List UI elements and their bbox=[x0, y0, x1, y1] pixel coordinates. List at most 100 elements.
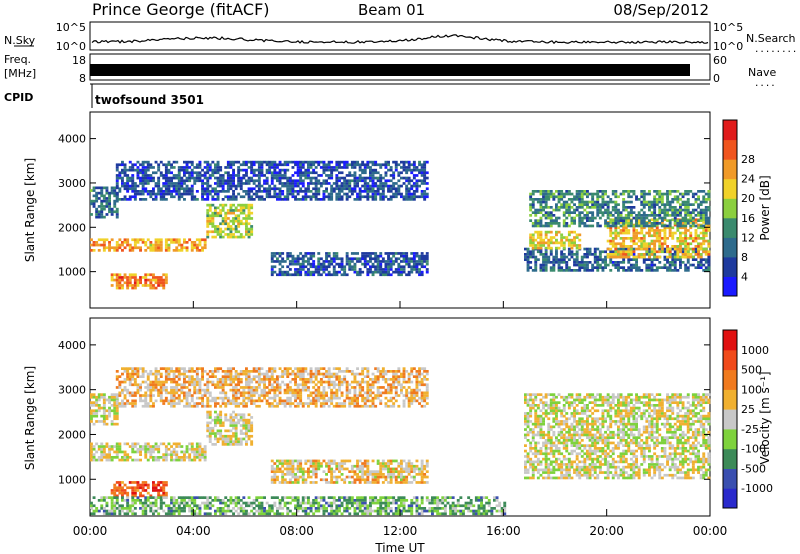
power-cell bbox=[707, 216, 711, 220]
power-cell bbox=[418, 262, 421, 266]
power-cell bbox=[307, 270, 310, 274]
power-cell bbox=[276, 198, 279, 201]
power-cell bbox=[152, 276, 155, 279]
power-cell bbox=[609, 255, 613, 259]
power-colorbar-tick: 8 bbox=[741, 251, 748, 264]
power-cell bbox=[144, 166, 148, 169]
velocity-cell bbox=[332, 394, 336, 397]
power-cell bbox=[177, 249, 181, 252]
power-cell bbox=[689, 190, 693, 193]
velocity-cell bbox=[296, 375, 300, 378]
power-cell bbox=[601, 211, 605, 214]
velocity-cell bbox=[144, 370, 148, 373]
power-cell bbox=[108, 194, 111, 198]
power-cell bbox=[250, 168, 254, 172]
power-cell bbox=[425, 270, 429, 274]
power-cell bbox=[247, 211, 251, 215]
power-cell bbox=[410, 168, 414, 172]
velocity-cell bbox=[131, 489, 135, 492]
power-cell bbox=[412, 260, 416, 263]
power-cell bbox=[157, 176, 161, 180]
power-cell bbox=[583, 247, 587, 251]
power-cell bbox=[358, 176, 362, 180]
velocity-cell bbox=[102, 398, 106, 402]
velocity-cell bbox=[278, 402, 282, 405]
power-cell bbox=[660, 245, 664, 248]
power-cell bbox=[624, 223, 628, 227]
power-cell bbox=[384, 166, 388, 169]
velocity-cell bbox=[206, 402, 210, 405]
power-cell bbox=[384, 270, 388, 274]
power-cell bbox=[133, 286, 137, 290]
power-cell bbox=[154, 243, 158, 247]
power-cell bbox=[642, 226, 646, 230]
velocity-cell bbox=[133, 372, 137, 376]
power-cell bbox=[195, 166, 199, 169]
velocity-cell bbox=[291, 402, 295, 405]
power-cell bbox=[531, 255, 535, 259]
power-cell bbox=[418, 268, 421, 271]
power-cell bbox=[247, 235, 251, 239]
power-cell bbox=[686, 237, 690, 240]
velocity-cell bbox=[180, 445, 184, 448]
power-cell bbox=[247, 190, 251, 193]
power-cell bbox=[190, 187, 194, 191]
power-cell bbox=[167, 179, 171, 183]
power-cell bbox=[686, 253, 690, 256]
velocity-cell bbox=[260, 388, 264, 392]
velocity-cell bbox=[154, 372, 158, 376]
power-cell bbox=[294, 273, 297, 277]
power-cell bbox=[250, 176, 254, 180]
power-cell bbox=[144, 243, 148, 247]
power-cell bbox=[679, 222, 682, 225]
power-cell bbox=[371, 160, 375, 164]
power-cell bbox=[139, 249, 142, 252]
power-cell bbox=[260, 163, 264, 167]
power-cell bbox=[123, 184, 127, 188]
power-cell bbox=[542, 195, 545, 199]
velocity-cell bbox=[203, 404, 207, 408]
power-cell bbox=[361, 184, 365, 188]
power-cell bbox=[322, 160, 326, 164]
velocity-cell bbox=[159, 375, 163, 378]
power-cell bbox=[154, 182, 158, 185]
power-cell bbox=[219, 166, 223, 169]
power-cell bbox=[301, 160, 305, 164]
power-cell bbox=[668, 266, 672, 269]
power-cell bbox=[567, 247, 571, 251]
velocity-cell bbox=[237, 391, 241, 395]
power-cell bbox=[405, 192, 409, 196]
power-cell bbox=[549, 216, 553, 220]
power-cell bbox=[598, 263, 602, 267]
power-cell bbox=[232, 171, 235, 175]
power-cell bbox=[110, 189, 114, 192]
velocity-cell bbox=[144, 394, 148, 397]
power-cell bbox=[301, 195, 305, 199]
velocity-cell bbox=[97, 409, 101, 413]
power-cell bbox=[167, 182, 171, 185]
velocity-cell bbox=[170, 380, 173, 384]
velocity-cell bbox=[299, 394, 303, 397]
power-cell bbox=[369, 195, 372, 199]
power-cell bbox=[167, 190, 171, 193]
power-cell bbox=[415, 166, 419, 169]
power-cell bbox=[371, 163, 375, 167]
power-cell bbox=[617, 253, 620, 256]
velocity-cell bbox=[211, 370, 215, 373]
power-cell bbox=[650, 239, 654, 243]
power-cell bbox=[195, 179, 199, 183]
velocity-cell bbox=[175, 402, 179, 405]
velocity-cell bbox=[131, 370, 135, 373]
power-cell bbox=[159, 241, 163, 244]
power-cell bbox=[666, 198, 669, 201]
power-cell bbox=[679, 250, 682, 254]
power-cell bbox=[673, 245, 677, 248]
power-cell bbox=[309, 171, 313, 175]
velocity-cell bbox=[216, 367, 220, 370]
velocity-cell bbox=[232, 426, 235, 430]
power-cell bbox=[694, 237, 698, 240]
power-cell bbox=[671, 261, 675, 264]
velocity-cell bbox=[159, 489, 163, 492]
power-cell bbox=[650, 258, 654, 261]
power-cell bbox=[188, 166, 192, 169]
